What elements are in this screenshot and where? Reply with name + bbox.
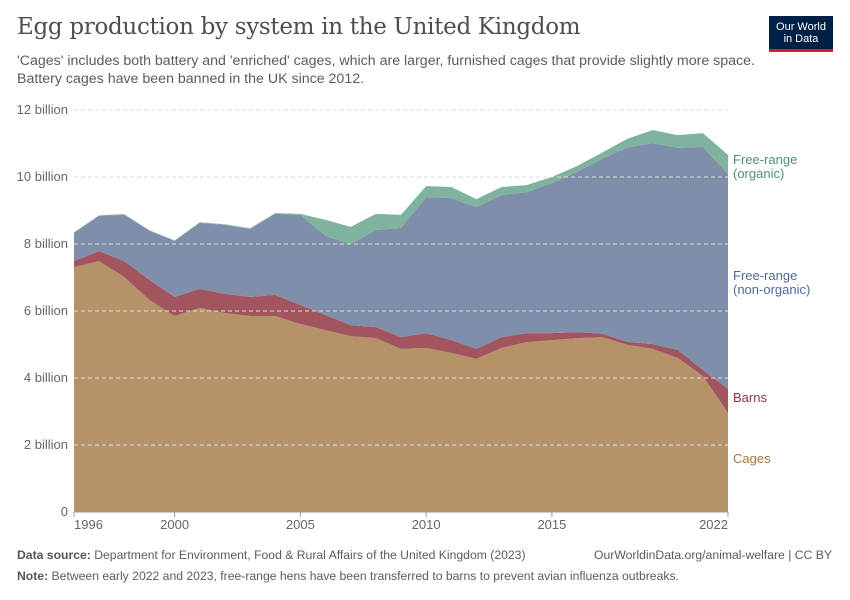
y-tick-label: 4 billion — [24, 370, 68, 385]
series-label: Barns — [733, 390, 767, 405]
source-text: Department for Environment, Food & Rural… — [94, 548, 526, 562]
series-label: Free-range — [733, 268, 797, 283]
source-label: Data source: — [17, 548, 91, 562]
series-label: Cages — [733, 451, 771, 466]
note-text: Between early 2022 and 2023, free-range … — [51, 569, 679, 583]
series-label: Free-range — [733, 152, 797, 167]
note: Note: Between early 2022 and 2023, free-… — [17, 569, 679, 583]
chart-title: Egg production by system in the United K… — [17, 14, 581, 40]
x-tick-label: 2000 — [160, 517, 189, 532]
y-tick-label: 6 billion — [24, 303, 68, 318]
source-url-link[interactable]: OurWorldinData.org/animal-welfare | CC B… — [594, 548, 832, 562]
area-cages — [74, 261, 728, 512]
y-tick-label: 12 billion — [17, 102, 68, 117]
area-free-range-organic- — [74, 130, 728, 244]
x-tick-label: 1996 — [74, 517, 103, 532]
x-tick-label: 2010 — [412, 517, 441, 532]
series-label: (organic) — [733, 166, 784, 181]
x-tick-label: 2005 — [286, 517, 315, 532]
data-source: Data source: Department for Environment,… — [17, 548, 526, 562]
owid-logo[interactable]: Our World in Data — [769, 16, 833, 52]
y-tick-label: 0 — [61, 504, 68, 519]
series-label: (non-organic) — [733, 282, 810, 297]
chart-subtitle: 'Cages' includes both battery and 'enric… — [17, 53, 755, 87]
y-tick-label: 8 billion — [24, 236, 68, 251]
area-free-range-non-organic- — [74, 143, 728, 390]
y-tick-label: 10 billion — [17, 169, 68, 184]
x-tick-label: 2022 — [699, 517, 728, 532]
y-tick-label: 2 billion — [24, 437, 68, 452]
x-tick-label: 2015 — [537, 517, 566, 532]
note-label: Note: — [17, 569, 49, 583]
